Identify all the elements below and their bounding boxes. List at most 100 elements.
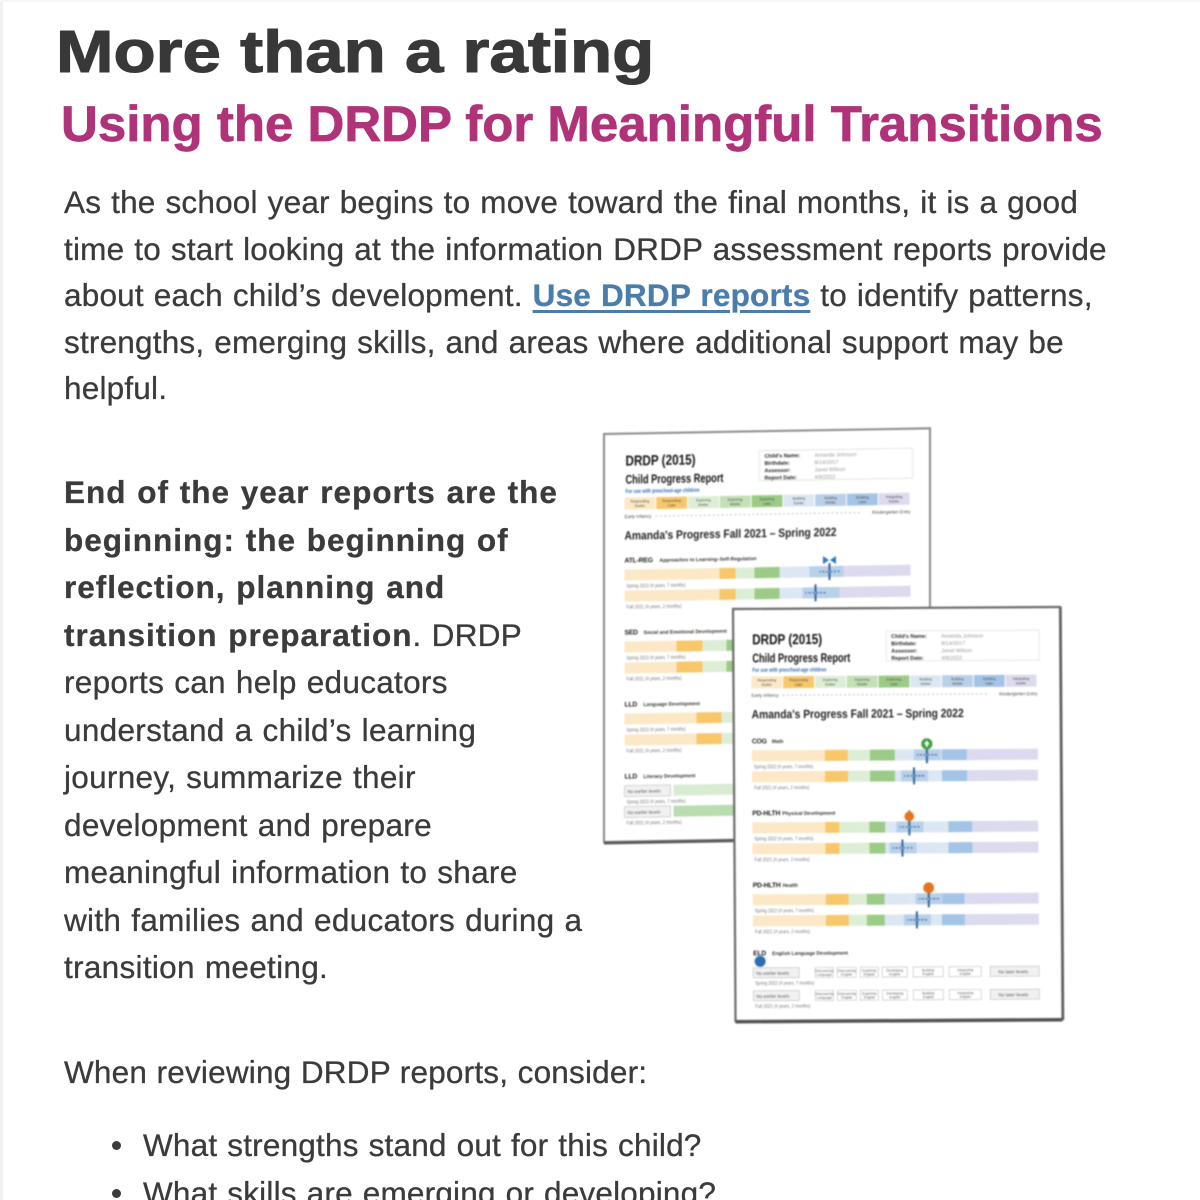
svg-text:Approaches to Learning–Self-Re: Approaches to Learning–Self-Regulation xyxy=(660,556,757,564)
svg-text:Amanda's Progress Fall 2021 –: Amanda's Progress Fall 2021 – Spring 202… xyxy=(625,525,837,543)
svg-text:4/8/2022: 4/8/2022 xyxy=(941,656,962,662)
svg-text:Building: Building xyxy=(919,677,932,681)
svg-text:Exploring: Exploring xyxy=(823,678,838,682)
svg-text:No earlier levels: No earlier levels xyxy=(756,994,790,999)
svg-text:Building: Building xyxy=(793,496,806,500)
svg-text:Discovering: Discovering xyxy=(815,969,833,973)
svg-text:Developing: Developing xyxy=(886,968,903,972)
svg-text:Discovering: Discovering xyxy=(815,992,833,996)
svg-text:Building: Building xyxy=(922,991,934,995)
svg-text:8/14/2017: 8/14/2017 xyxy=(941,641,965,647)
svg-text:English: English xyxy=(889,995,900,999)
svg-text:ELD: ELD xyxy=(753,950,766,957)
svg-text:Earlier: Earlier xyxy=(889,499,900,503)
svg-text:Fall 2021 (4 years, 2 months): Fall 2021 (4 years, 2 months) xyxy=(627,748,682,755)
svg-text:PD-HLTH: PD-HLTH xyxy=(753,882,781,889)
svg-text:Child's Name:: Child's Name: xyxy=(891,634,927,640)
svg-text:English: English xyxy=(841,996,852,1000)
svg-text:Integrating: Integrating xyxy=(886,495,903,499)
svg-text:Amanda Johnson: Amanda Johnson xyxy=(815,452,857,459)
svg-text:Fall 2021 (4 years, 2 months): Fall 2021 (4 years, 2 months) xyxy=(627,820,682,827)
svg-text:Literacy Development: Literacy Development xyxy=(644,773,696,780)
svg-text:Discovering: Discovering xyxy=(838,969,856,973)
svg-text:Responding: Responding xyxy=(789,678,808,682)
svg-text:Math: Math xyxy=(772,739,784,745)
svg-text:SED: SED xyxy=(625,629,639,636)
svg-text:Fall 2021 (4 years, 2 months): Fall 2021 (4 years, 2 months) xyxy=(627,676,682,683)
svg-text:Language: Language xyxy=(817,996,832,1000)
svg-text:Earlier: Earlier xyxy=(762,683,773,687)
svg-text:Fall 2021 (4 years, 2 months): Fall 2021 (4 years, 2 months) xyxy=(755,929,810,935)
svg-text:For use with preschool-age chi: For use with preschool-age children xyxy=(752,667,826,673)
svg-text:Janet Wilson: Janet Wilson xyxy=(815,467,846,474)
svg-text:Janet Wilson: Janet Wilson xyxy=(941,648,972,654)
svg-text:Earlier: Earlier xyxy=(635,504,646,508)
svg-text:Exploring: Exploring xyxy=(760,497,775,501)
svg-text:Earlier: Earlier xyxy=(794,501,805,505)
svg-text:English Language Development: English Language Development xyxy=(772,951,848,957)
svg-text:Assessor:: Assessor: xyxy=(765,468,791,474)
svg-text:Child Progress Report: Child Progress Report xyxy=(752,651,851,666)
svg-text:Birthdate:: Birthdate: xyxy=(891,641,917,647)
svg-text:Amanda Johnson: Amanda Johnson xyxy=(941,633,983,639)
svg-text:Kindergarten Entry: Kindergarten Entry xyxy=(999,691,1038,696)
svg-text:Child Progress Report: Child Progress Report xyxy=(626,471,725,487)
svg-text:LLD: LLD xyxy=(625,773,638,780)
svg-text:Birthdate:: Birthdate: xyxy=(765,461,791,467)
svg-text:English: English xyxy=(923,995,934,999)
svg-text:Middle: Middle xyxy=(857,682,867,686)
svg-text:No earlier levels: No earlier levels xyxy=(628,789,662,795)
svg-text:Later: Later xyxy=(795,683,804,687)
svg-text:No earlier levels: No earlier levels xyxy=(628,810,662,816)
svg-text:Social and Emotional Developme: Social and Emotional Development xyxy=(644,629,728,636)
svg-text:Fall 2021 (4 years, 2 months): Fall 2021 (4 years, 2 months) xyxy=(627,604,682,611)
svg-text:No earlier levels: No earlier levels xyxy=(756,971,790,976)
svg-text:Developing: Developing xyxy=(886,991,903,995)
svg-text:Integrating: Integrating xyxy=(957,991,973,995)
svg-text:Exploring: Exploring xyxy=(855,678,870,682)
svg-text:Language: Language xyxy=(817,973,832,977)
svg-text:Integrating: Integrating xyxy=(1013,677,1030,681)
svg-text:Building: Building xyxy=(983,677,996,681)
svg-text:ATL-REG: ATL-REG xyxy=(625,557,653,564)
svg-text:English: English xyxy=(923,972,934,976)
svg-text:Physical Development: Physical Development xyxy=(782,811,835,817)
svg-text:Health: Health xyxy=(783,883,798,889)
svg-text:Assessor:: Assessor: xyxy=(891,648,917,654)
svg-text:Later: Later xyxy=(763,502,772,506)
svg-text:Language Development: Language Development xyxy=(644,701,701,708)
svg-text:Building: Building xyxy=(856,495,869,499)
svg-text:English: English xyxy=(864,972,875,976)
svg-text:Responding: Responding xyxy=(662,499,681,503)
svg-text:Building: Building xyxy=(922,968,934,972)
svg-text:Exploring: Exploring xyxy=(696,498,711,502)
svg-text:Spring 2022 (4 years, 7 months: Spring 2022 (4 years, 7 months) xyxy=(754,836,813,842)
svg-text:Earlier: Earlier xyxy=(1016,681,1027,685)
svg-text:Spring 2022 (4 years, 7 months: Spring 2022 (4 years, 7 months) xyxy=(627,583,686,590)
svg-text:English: English xyxy=(841,973,852,977)
svg-text:8/14/2017: 8/14/2017 xyxy=(815,460,839,466)
svg-text:DRDP (2015): DRDP (2015) xyxy=(626,452,696,469)
svg-text:Exploring: Exploring xyxy=(862,969,876,973)
svg-text:Earlier: Earlier xyxy=(698,503,709,507)
svg-text:COG: COG xyxy=(752,738,767,745)
svg-text:Fall 2021 (4 years, 2 months): Fall 2021 (4 years, 2 months) xyxy=(754,785,809,791)
svg-text:Exploring: Exploring xyxy=(887,677,902,681)
svg-text:Later: Later xyxy=(668,503,677,507)
svg-text:Responding: Responding xyxy=(757,678,776,682)
svg-text:PD-HLTH: PD-HLTH xyxy=(752,810,780,817)
svg-text:DRDP (2015): DRDP (2015) xyxy=(752,632,822,648)
svg-text:Early Infancy: Early Infancy xyxy=(752,693,780,698)
svg-text:Discovering: Discovering xyxy=(838,992,856,996)
svg-text:Building: Building xyxy=(951,677,964,681)
svg-text:Kindergarten Entry: Kindergarten Entry xyxy=(872,509,911,515)
svg-text:Spring 2022 (4 years, 7 months: Spring 2022 (4 years, 7 months) xyxy=(755,981,814,987)
svg-text:Child's Name:: Child's Name: xyxy=(765,453,801,460)
svg-text:Report Date:: Report Date: xyxy=(891,656,924,662)
svg-text:Middle: Middle xyxy=(825,501,835,505)
svg-text:Middle: Middle xyxy=(730,502,740,506)
svg-text:Spring 2022 (4 years, 7 months: Spring 2022 (4 years, 7 months) xyxy=(754,764,813,770)
svg-text:Earlier: Earlier xyxy=(825,682,836,686)
svg-text:Later: Later xyxy=(890,682,899,686)
svg-text:Later: Later xyxy=(985,682,994,686)
